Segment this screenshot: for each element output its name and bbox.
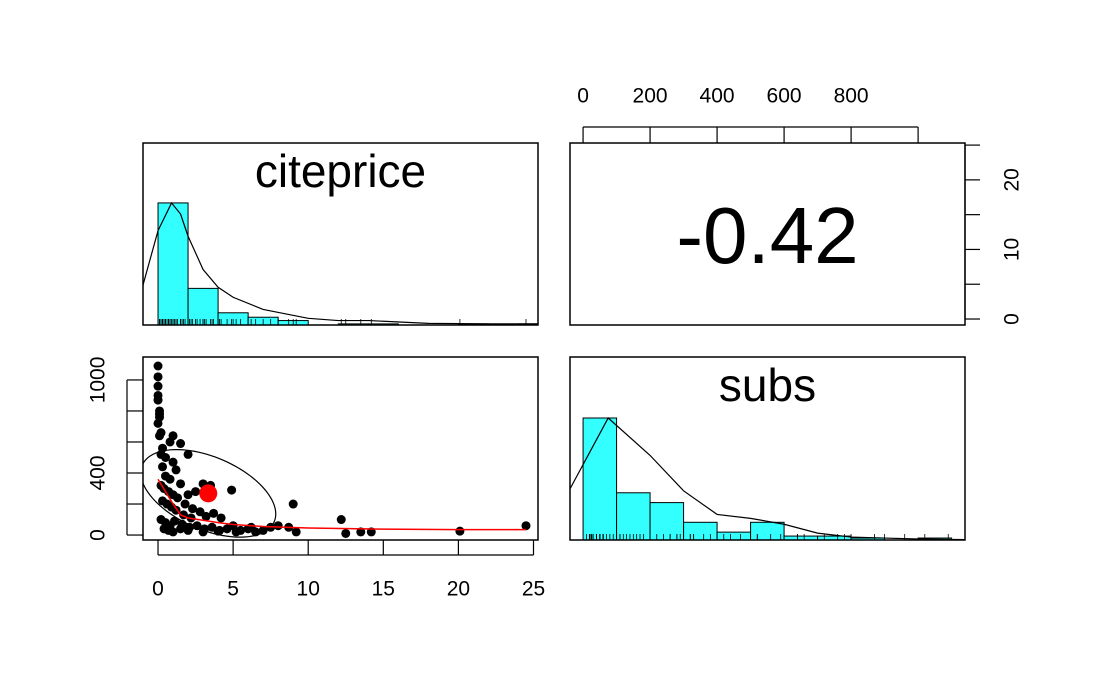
point [356, 527, 366, 537]
bar [716, 531, 752, 540]
point [153, 381, 163, 391]
x-tick-label: 400 [700, 85, 735, 108]
y-tick-label: 0 [1001, 313, 1024, 325]
point [153, 361, 163, 371]
point [183, 449, 193, 459]
point [173, 493, 183, 503]
bar [582, 417, 618, 540]
point [213, 526, 223, 536]
point [216, 513, 226, 523]
point [180, 499, 190, 509]
y-tick-label: 1000 [87, 357, 110, 404]
point [521, 521, 531, 531]
point [161, 452, 171, 462]
y-tick-label: 0 [87, 529, 110, 541]
point [231, 527, 241, 537]
point [288, 499, 298, 509]
point [246, 522, 256, 532]
x-tick-label: 15 [372, 578, 395, 601]
y-tick-label: 20 [1001, 168, 1024, 191]
x-tick-label: 20 [447, 578, 470, 601]
point [201, 511, 211, 521]
point [455, 526, 465, 536]
density-curve [143, 201, 538, 325]
point [258, 525, 268, 535]
point [153, 372, 163, 382]
panel-frame [569, 356, 966, 541]
bar [750, 521, 785, 540]
x-tick-label: 25 [522, 578, 545, 601]
point [165, 474, 175, 484]
point [273, 521, 283, 531]
point [176, 524, 186, 534]
point [188, 504, 198, 514]
x-tick-label: 600 [767, 85, 802, 108]
x-tick-label: 10 [297, 578, 320, 601]
point [153, 395, 163, 405]
point [183, 490, 193, 500]
x-tick-label: 200 [633, 85, 668, 108]
point [171, 465, 181, 475]
point [153, 418, 163, 428]
point [191, 487, 201, 497]
point [192, 521, 202, 531]
correlation-value: -0.42 [676, 191, 858, 280]
point [168, 527, 178, 537]
scatter [143, 361, 531, 538]
y-tick-label: 400 [87, 455, 110, 490]
point [209, 508, 219, 518]
bar [649, 502, 685, 540]
x-tick-label: 0 [577, 85, 589, 108]
x-tick-label: 800 [834, 85, 869, 108]
histogram [570, 417, 965, 540]
panel-frame [142, 142, 539, 326]
x-tick-label: 5 [227, 578, 239, 601]
point [176, 479, 186, 489]
smooth-line [157, 478, 526, 531]
x-tick-label: 0 [152, 578, 164, 601]
bar [683, 521, 718, 540]
panel-frame [142, 356, 539, 541]
point [165, 437, 175, 447]
bar [187, 287, 219, 325]
density-curve [570, 417, 965, 540]
point [170, 516, 180, 526]
point [176, 439, 186, 449]
point [183, 525, 193, 535]
point [341, 528, 351, 538]
point [168, 457, 178, 467]
bar [616, 492, 651, 540]
correlation-ellipse [143, 448, 277, 538]
y-tick-label: 10 [1001, 238, 1024, 261]
mean-point [199, 484, 218, 503]
panel-title: subs [719, 359, 816, 411]
point [291, 527, 301, 537]
point [227, 485, 237, 495]
histogram [143, 201, 538, 325]
point [158, 462, 168, 472]
point [155, 431, 165, 441]
panel-title: citeprice [255, 145, 426, 197]
point [336, 515, 346, 525]
